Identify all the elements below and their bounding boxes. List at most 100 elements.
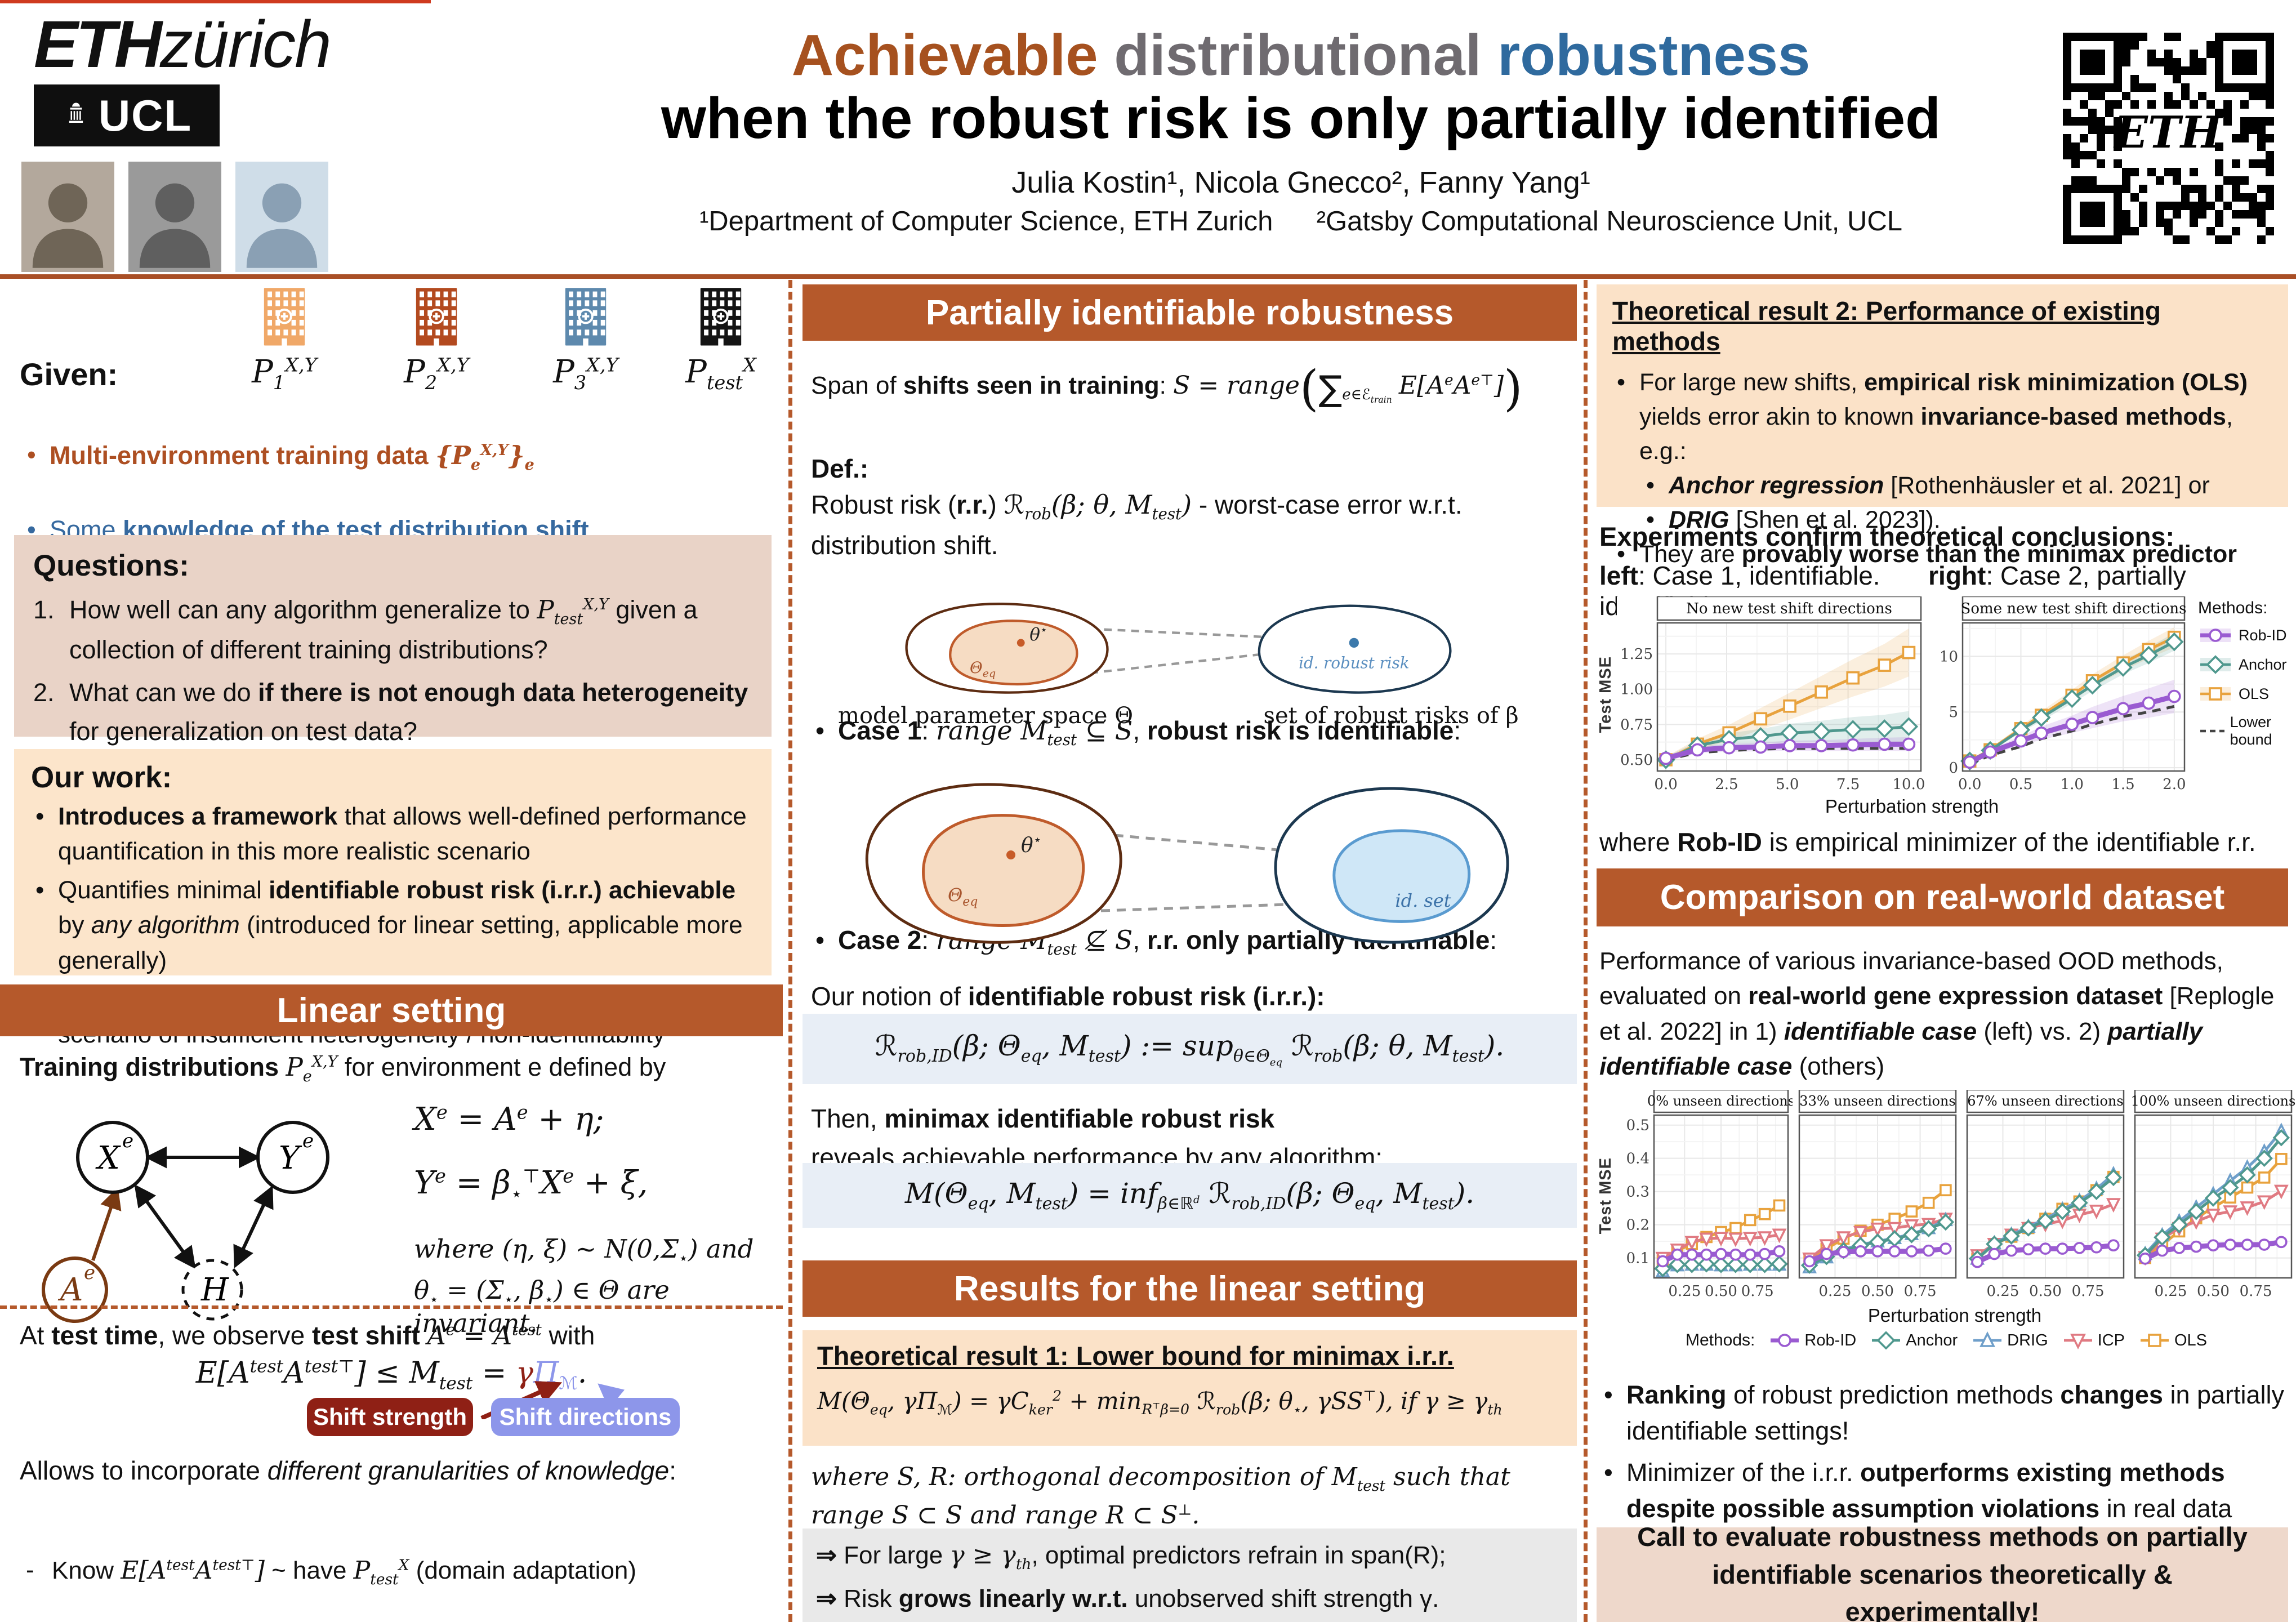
rr-p3: - worst-case error w.r.t. distribution s… bbox=[811, 490, 1463, 560]
where-robid-p2: is empirical minimizer of the identifiab… bbox=[1762, 827, 2256, 857]
theoretical-result-2-box: Theoretical result 2: Performance of exi… bbox=[1597, 284, 2288, 572]
bullet-multi-environment: Multi-environment training data {PeX,Y}e bbox=[23, 440, 799, 474]
tr2-sub-bullet-anchor: Anchor regression [Rothenhäusler et al. … bbox=[1642, 469, 2272, 503]
equation-where: where (η, ξ) ~ N(0,Σ⋆) and bbox=[414, 1234, 780, 1267]
ow2-italic: any algorithm bbox=[91, 911, 240, 939]
svg-text:0.75: 0.75 bbox=[1741, 1283, 1774, 1299]
svg-text:0.2: 0.2 bbox=[1626, 1217, 1649, 1234]
tr1-equation: M(Θeq, γΠℳ) = γCker2 + minR⊤β=0 ℛrob(β; … bbox=[817, 1387, 1503, 1418]
eth-logo: ETHzürich bbox=[34, 11, 332, 78]
sim-legend-title: Methods: bbox=[2198, 599, 2268, 617]
comp-p3: (left) vs. 2) bbox=[1977, 1017, 2108, 1045]
eth-logo-strong: ETH bbox=[34, 7, 162, 82]
svg-text:7.5: 7.5 bbox=[1836, 776, 1860, 793]
person-silhouette-icon bbox=[246, 183, 318, 268]
minimax-equation: M(Θeq, Mtest) = infβ∈ℝd ℛrob,ID(β; Θeq, … bbox=[904, 1177, 1475, 1214]
impl2-b1: grows linearly w.r.t. bbox=[898, 1585, 1128, 1613]
realworld-bullets: Ranking of robust prediction methods cha… bbox=[1599, 1377, 2292, 1527]
comp-p1: Performance of various invariance-based … bbox=[1599, 947, 2223, 1010]
hospital-building-icon bbox=[403, 284, 470, 351]
irr-equation: ℛrob,ID(β; Θeq, Mtest) := supθ∈Θeq ℛrob(… bbox=[875, 1030, 1505, 1068]
tr2-bullet-1: For large new shifts, empirical risk min… bbox=[1612, 366, 2272, 469]
svg-text:0.50: 0.50 bbox=[2197, 1283, 2230, 1299]
distribution-3: P3X,Y bbox=[543, 284, 628, 394]
comp-p2: [Replogle et al. 2022] in 1) bbox=[1599, 982, 2275, 1045]
svg-text:1.00: 1.00 bbox=[1620, 681, 1653, 698]
legend-item-anchor: Anchor bbox=[1871, 1331, 1958, 1350]
chart-panel: No new test shift directions 0.0 2.5 5.0 7.5… bbox=[1617, 596, 1925, 794]
case2-p3: : bbox=[1490, 925, 1497, 955]
tr2-sub-bullet-drig: DRIG [Shen et al. 2023]). bbox=[1642, 503, 2272, 537]
ow2-mid: by bbox=[58, 911, 91, 939]
rw-legend-title: Methods: bbox=[1685, 1331, 1755, 1349]
tr2-b1-p3: , e.g.: bbox=[1639, 403, 2233, 465]
title-word-distributional: distributional bbox=[1114, 23, 1482, 87]
dag-node-y bbox=[256, 1121, 329, 1194]
rw-ylabel: Test MSE bbox=[1597, 1157, 1615, 1235]
dag-label-h: H bbox=[200, 1272, 229, 1308]
where-robid-p1: where bbox=[1599, 827, 1678, 857]
span-m2: E[AeAe⊤] bbox=[1398, 371, 1504, 400]
rb2-p1: Minimizer of the i.r.r. bbox=[1626, 1458, 1861, 1487]
affiliation-1: ¹Department of Computer Science, ETH Zur… bbox=[699, 206, 1273, 237]
k1-math: E[AtestAtest⊤] bbox=[121, 1556, 265, 1585]
author-photo-3 bbox=[235, 162, 328, 272]
dag-node-x bbox=[76, 1121, 149, 1194]
results-linear-header: Results for the linear setting bbox=[803, 1260, 1577, 1317]
svg-text:5: 5 bbox=[1949, 704, 1958, 721]
impl2-p1: Risk bbox=[836, 1585, 899, 1613]
given-label: Given: bbox=[20, 357, 118, 392]
svg-text:0.75: 0.75 bbox=[1620, 716, 1653, 733]
author-photo-2 bbox=[128, 162, 221, 272]
where-sr-line: where S, R: orthogonal decomposition of … bbox=[811, 1459, 1571, 1534]
rr-p1: Robust risk ( bbox=[811, 490, 957, 519]
k1-pre: Know bbox=[52, 1557, 121, 1584]
distribution-1: P1X,Y bbox=[242, 284, 327, 394]
affiliation-2: ²Gatsby Computational Neuroscience Unit,… bbox=[1316, 206, 1903, 237]
legend-item-anchor: Anchor bbox=[2198, 655, 2296, 674]
theoretical-result-1-box: Theoretical result 1: Lower bound for mi… bbox=[803, 1330, 1577, 1446]
tr2-bullet-2: They are provably worse than the minimax… bbox=[1612, 537, 2272, 572]
q2-number: 2. bbox=[33, 678, 55, 707]
svg-text:2.0: 2.0 bbox=[2163, 776, 2186, 793]
title-line2: when the robust risk is only partially i… bbox=[661, 86, 1941, 151]
minimax-equation-box: M(Θeq, Mtest) = infβ∈ℝd ℛrob,ID(β; Θeq, … bbox=[803, 1163, 1577, 1228]
tr2-b2-b1: provably worse than the minimax predicto… bbox=[1741, 541, 2237, 568]
q2-post: for generalization on test data? bbox=[69, 716, 417, 746]
implies-icon: ⇒ bbox=[816, 1541, 837, 1569]
q1-pre: How well can any algorithm generalize to bbox=[69, 595, 537, 624]
close-paren: ) bbox=[1504, 360, 1523, 417]
svg-text:Some new test shift directions: Some new test shift directions bbox=[1961, 600, 2187, 617]
irr-p1: Our notion of bbox=[811, 982, 968, 1011]
hospital-building-icon bbox=[251, 284, 318, 351]
def-label: Def.: bbox=[811, 454, 869, 483]
q1-post: given a collection of different training… bbox=[69, 595, 698, 665]
svg-text:ETH: ETH bbox=[2113, 107, 2223, 158]
case1-math: range Mtest ⊆ S bbox=[935, 715, 1133, 749]
distribution-label: P1X,Y bbox=[252, 354, 317, 394]
attest-eq-dot: . bbox=[577, 1356, 587, 1390]
drig-citation: [Shen et al. 2023]). bbox=[1729, 506, 1941, 534]
then-p1: Then, bbox=[811, 1104, 885, 1133]
svg-text:θ⋆: θ⋆ bbox=[1029, 623, 1047, 645]
where-sr-math: where S, R: orthogonal decomposition of … bbox=[811, 1463, 1510, 1530]
id-robust-risk-dot bbox=[1349, 638, 1359, 648]
rb2-p2: in real data bbox=[2099, 1494, 2232, 1523]
legend-item-ols: OLS bbox=[2198, 684, 2296, 703]
svg-text:θ⋆: θ⋆ bbox=[1021, 832, 1042, 857]
attest-b2: test shift bbox=[312, 1321, 427, 1350]
svg-text:10.0: 10.0 bbox=[1892, 776, 1925, 793]
q1-number: 1. bbox=[33, 595, 55, 624]
distribution-label: PtestX bbox=[685, 354, 756, 394]
allows-line: Allows to incorporate different granular… bbox=[20, 1455, 774, 1486]
dag-sup-a: e bbox=[84, 1262, 95, 1284]
where-robid-line: where Rob-ID is empirical minimizer of t… bbox=[1599, 827, 2292, 857]
implication-1: ⇒ For large γ ≥ γth, optimal predictors … bbox=[816, 1538, 1563, 1575]
ow2-pre: Quantifies minimal bbox=[58, 876, 269, 904]
svg-text:Θeq: Θeq bbox=[948, 884, 978, 909]
implication-2: ⇒ Risk grows linearly w.r.t. unobserved … bbox=[816, 1581, 1563, 1617]
tr1-title: Theoretical result 1: Lower bound for mi… bbox=[817, 1341, 1454, 1371]
robust-risk-def: Robust risk (r.r.) ℛrob(β; θ, Mtest) - w… bbox=[811, 485, 1571, 565]
attest-p2: , we observe bbox=[158, 1321, 312, 1350]
minimizer-bullet: Minimizer of the i.r.r. outperforms exis… bbox=[1599, 1455, 2292, 1527]
